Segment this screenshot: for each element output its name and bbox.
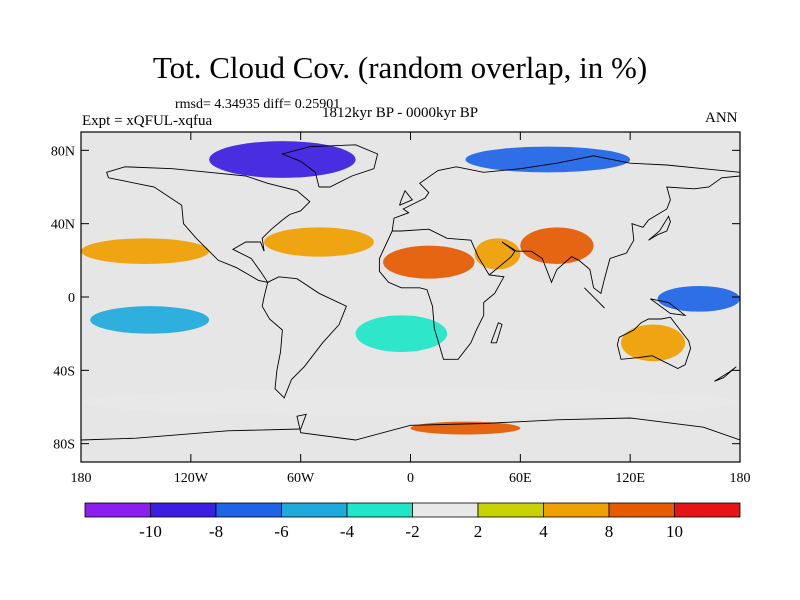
anomaly-region — [209, 141, 356, 178]
x-tick-label: 180 — [71, 471, 92, 486]
colorbar-label: -8 — [209, 522, 223, 541]
colorbar-label: 4 — [539, 522, 548, 541]
y-tick-label: 40S — [53, 364, 75, 379]
y-tick-label: 40N — [51, 218, 75, 233]
y-tick-label: 0 — [68, 291, 75, 306]
colorbar-swatch — [608, 502, 675, 518]
colorbar-swatch — [84, 502, 151, 518]
coastline — [399, 189, 414, 206]
anomaly-region — [264, 227, 374, 257]
stats-subtitle: rmsd= 4.34935 diff= 0.25901 — [175, 97, 341, 112]
colorbar-label: 10 — [666, 522, 683, 541]
anomaly-region — [81, 238, 210, 264]
colorbar-swatch — [346, 502, 413, 518]
anomaly-region — [81, 388, 740, 417]
anomaly-region — [520, 227, 594, 264]
cloud-anomaly-field — [81, 141, 740, 435]
colorbar-label: -2 — [405, 522, 419, 541]
coastline — [261, 276, 347, 399]
coastline — [106, 166, 311, 283]
colorbar: -10 -8 -6 -4 -2 2 4 8 10 — [84, 502, 741, 541]
experiment-label: Expt = xQFUL-xqfua — [82, 113, 213, 129]
colorbar-swatch — [674, 502, 741, 518]
anomaly-region — [657, 286, 740, 312]
coastlines — [81, 144, 740, 441]
colorbar-swatch — [215, 502, 282, 518]
colorbar-label: -4 — [340, 522, 355, 541]
x-tick-label: 180 — [730, 471, 751, 486]
anomaly-region — [383, 245, 475, 279]
coastline — [488, 175, 740, 295]
anomaly-region — [355, 315, 448, 352]
colorbar-swatch — [412, 502, 479, 518]
axis-ticks: 180 120W 60W 0 60E 120E 180 80N 40N 0 40S 80S — [51, 132, 751, 486]
season-label: ANN — [705, 110, 738, 126]
x-tick-label: 120E — [615, 471, 645, 486]
colorbar-label: -10 — [139, 522, 162, 541]
x-tick-label: 60W — [287, 471, 315, 486]
plot-title: Tot. Cloud Cov. (random overlap, in %) — [152, 50, 648, 85]
anomaly-region — [90, 306, 210, 334]
y-tick-label: 80S — [53, 438, 75, 453]
x-tick-label: 0 — [407, 471, 414, 486]
anomaly-region — [465, 146, 631, 173]
colorbar-swatch — [150, 502, 217, 518]
coastline — [616, 316, 692, 370]
y-tick-label: 80N — [51, 144, 75, 159]
colorbar-swatch — [543, 502, 610, 518]
colorbar-label: 2 — [474, 522, 483, 541]
coastline — [81, 413, 740, 441]
colorbar-label: 8 — [605, 522, 614, 541]
colorbar-swatch — [281, 502, 348, 518]
coastline — [378, 228, 505, 360]
x-tick-label: 60E — [509, 471, 532, 486]
coastline — [584, 287, 605, 309]
period-label: 1812kyr BP - 0000kyr BP — [322, 105, 479, 121]
coastline — [391, 155, 740, 232]
coastline — [650, 298, 687, 316]
coastline — [490, 322, 503, 344]
x-tick-label: 120W — [174, 471, 209, 486]
coastline — [714, 366, 737, 382]
colorbar-swatch — [477, 502, 544, 518]
coastline — [648, 215, 671, 241]
colorbar-label: -6 — [274, 522, 288, 541]
coastline — [280, 144, 379, 188]
anomaly-region — [621, 324, 686, 362]
